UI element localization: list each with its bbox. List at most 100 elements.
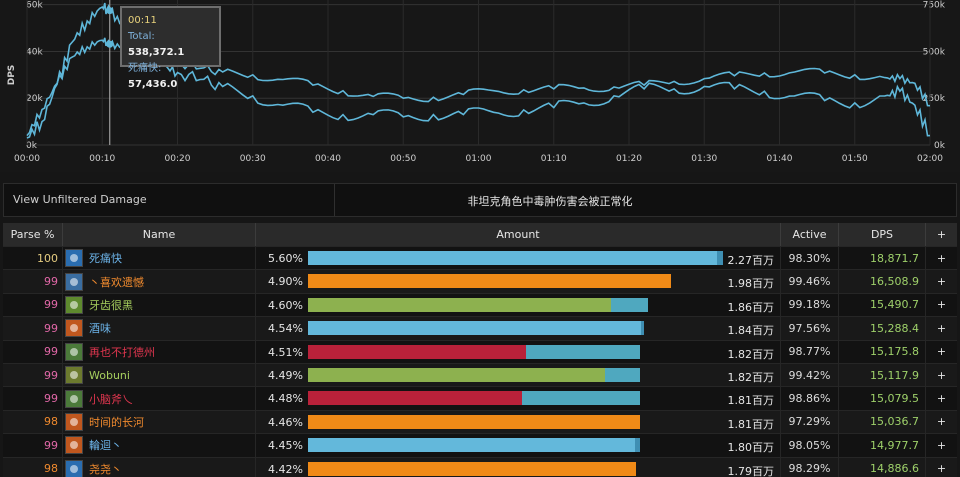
amount-cell: 4.90% 1.98百万: [256, 270, 781, 293]
parse-value: 98: [3, 410, 63, 434]
amount-bar-segment: [525, 344, 640, 359]
amount-value: 1.84百万: [727, 324, 775, 338]
table-row[interactable]: 99 小脑斧乀 4.48% 1.81百万 98.86% 15,079.5 +: [3, 386, 957, 410]
player-name-cell[interactable]: 輪迴丶: [63, 434, 256, 457]
amount-bar-segment: [308, 391, 523, 406]
header-plus[interactable]: +: [936, 228, 947, 241]
player-name[interactable]: 死痛快: [89, 252, 122, 266]
header-dps[interactable]: DPS: [839, 223, 926, 246]
tooltip-time: 00:11: [128, 15, 157, 26]
active-percent: 98.86%: [781, 387, 839, 410]
table-row[interactable]: 99 再也不打德州 4.51% 1.82百万 98.77% 15,175.8 +: [3, 339, 957, 363]
player-name[interactable]: 丶喜欢遗憾: [89, 275, 144, 289]
player-name[interactable]: 酒味: [89, 322, 111, 336]
parse-value: 99: [3, 317, 63, 340]
table-row[interactable]: 98 尧尧丶 4.42% 1.79百万 98.29% 14,886.6 +: [3, 456, 957, 477]
active-percent: 99.42%: [781, 363, 839, 387]
dps-value: 16,508.9: [839, 270, 926, 293]
dps-value: 15,490.7: [839, 293, 926, 317]
amount-bar: [308, 438, 640, 453]
player-name[interactable]: 牙齿很黑: [89, 298, 133, 312]
amount-cell: 4.45% 1.80百万: [256, 434, 781, 457]
header-active[interactable]: Active: [781, 223, 839, 246]
player-name[interactable]: 小脑斧乀: [89, 392, 133, 406]
hover-point-total: [106, 40, 114, 48]
dps-value: 15,288.4: [839, 317, 926, 340]
table-row[interactable]: 99 輪迴丶 4.45% 1.80百万 98.05% 14,977.7 +: [3, 433, 957, 457]
table-row[interactable]: 99 酒味 4.54% 1.84百万 97.56% 15,288.4 +: [3, 316, 957, 340]
active-percent: 97.56%: [781, 317, 839, 340]
active-percent: 98.05%: [781, 434, 839, 457]
expand-row-button[interactable]: +: [936, 275, 947, 289]
x-tick-label: 00:30: [240, 154, 266, 164]
expand-row-button[interactable]: +: [936, 368, 947, 382]
total-series-line: [26, 37, 931, 137]
expand-row-button[interactable]: +: [936, 415, 947, 429]
amount-bar-segment: [522, 391, 640, 406]
parse-value: 99: [3, 270, 63, 293]
active-percent: 99.46%: [781, 270, 839, 293]
spec-icon: [65, 436, 83, 455]
dps-value: 15,175.8: [839, 340, 926, 363]
player-name-cell[interactable]: 再也不打德州: [63, 340, 256, 363]
x-tick-label: 01:20: [616, 154, 642, 164]
player-name-cell[interactable]: 小脑斧乀: [63, 387, 256, 410]
view-unfiltered-damage-link[interactable]: View Unfiltered Damage: [13, 193, 147, 206]
amount-bar: [308, 344, 640, 359]
player-name[interactable]: 时间的长河: [89, 415, 144, 429]
player-name-cell[interactable]: Wobuni: [63, 363, 256, 387]
table-row[interactable]: 100 死痛快 5.60% 2.27百万 98.30% 18,871.7 +: [3, 246, 957, 270]
amount-bar-segment: [308, 344, 526, 359]
table-row[interactable]: 99 Wobuni 4.49% 1.82百万 99.42% 15,117.9 +: [3, 362, 957, 387]
player-name[interactable]: 尧尧丶: [89, 462, 122, 476]
y-right-tick-label: 250k: [923, 94, 946, 104]
amount-bar: [308, 391, 640, 406]
table-row[interactable]: 99 牙齿很黑 4.60% 1.86百万 99.18% 15,490.7 +: [3, 292, 957, 317]
dps-value: 15,079.5: [839, 387, 926, 410]
expand-row-button[interactable]: +: [936, 392, 947, 406]
active-percent: 97.29%: [781, 410, 839, 434]
expand-row-button[interactable]: +: [936, 298, 947, 312]
hover-point-player: [106, 7, 114, 15]
amount-percent: 4.54%: [268, 322, 303, 336]
expand-row-button[interactable]: +: [936, 345, 947, 359]
player-name[interactable]: 再也不打德州: [89, 345, 155, 359]
amount-percent: 4.48%: [268, 392, 303, 406]
amount-value: 2.27百万: [727, 254, 775, 267]
tooltip-player-label: 死痛快:: [128, 63, 162, 74]
table-header: Parse % Name Amount Active DPS +: [3, 223, 957, 246]
spec-icon: [65, 342, 83, 361]
spec-icon: [65, 272, 83, 291]
x-tick-label: 00:10: [89, 154, 115, 164]
table-row[interactable]: 99 丶喜欢遗憾 4.90% 1.98百万 99.46% 16,508.9 +: [3, 269, 957, 293]
amount-value: 1.82百万: [727, 370, 775, 384]
expand-row-button[interactable]: +: [936, 321, 947, 335]
player-name-cell[interactable]: 死痛快: [63, 247, 256, 270]
player-name[interactable]: Wobuni: [89, 368, 130, 382]
player-name-cell[interactable]: 丶喜欢遗憾: [63, 270, 256, 293]
expand-row-button[interactable]: +: [936, 438, 947, 452]
table-row[interactable]: 98 时间的长河 4.46% 1.81百万 97.29% 15,036.7 +: [3, 409, 957, 434]
expand-row-button[interactable]: +: [936, 462, 947, 476]
dps-chart[interactable]: 0k 20k 40k 60k 0k 250k 500k 750k 00:00 00:10 00:20…: [0, 0, 960, 172]
header-name[interactable]: Name: [63, 223, 256, 246]
chart-tooltip: 00:11 Total: 538,372.1 死痛快: 57,436.0: [120, 6, 221, 90]
header-parse[interactable]: Parse %: [3, 223, 63, 246]
dps-value: 15,117.9: [839, 363, 926, 387]
parse-value: 98: [3, 457, 63, 477]
player-name-cell[interactable]: 尧尧丶: [63, 457, 256, 477]
amount-bar-segment: [308, 297, 611, 312]
header-amount[interactable]: Amount: [256, 223, 781, 246]
player-name-cell[interactable]: 牙齿很黑: [63, 293, 256, 317]
amount-percent: 4.49%: [268, 368, 303, 382]
amount-value: 1.79百万: [727, 464, 775, 477]
player-name-cell[interactable]: 酒味: [63, 317, 256, 340]
player-name-cell[interactable]: 时间的长河: [63, 410, 256, 434]
y-axis-title: DPS: [7, 65, 17, 86]
active-percent: 98.30%: [781, 247, 839, 270]
player-name[interactable]: 輪迴丶: [89, 439, 122, 453]
amount-bar: [308, 274, 671, 289]
spec-icon: [65, 389, 83, 408]
expand-row-button[interactable]: +: [936, 251, 947, 265]
amount-percent: 4.46%: [268, 415, 303, 429]
